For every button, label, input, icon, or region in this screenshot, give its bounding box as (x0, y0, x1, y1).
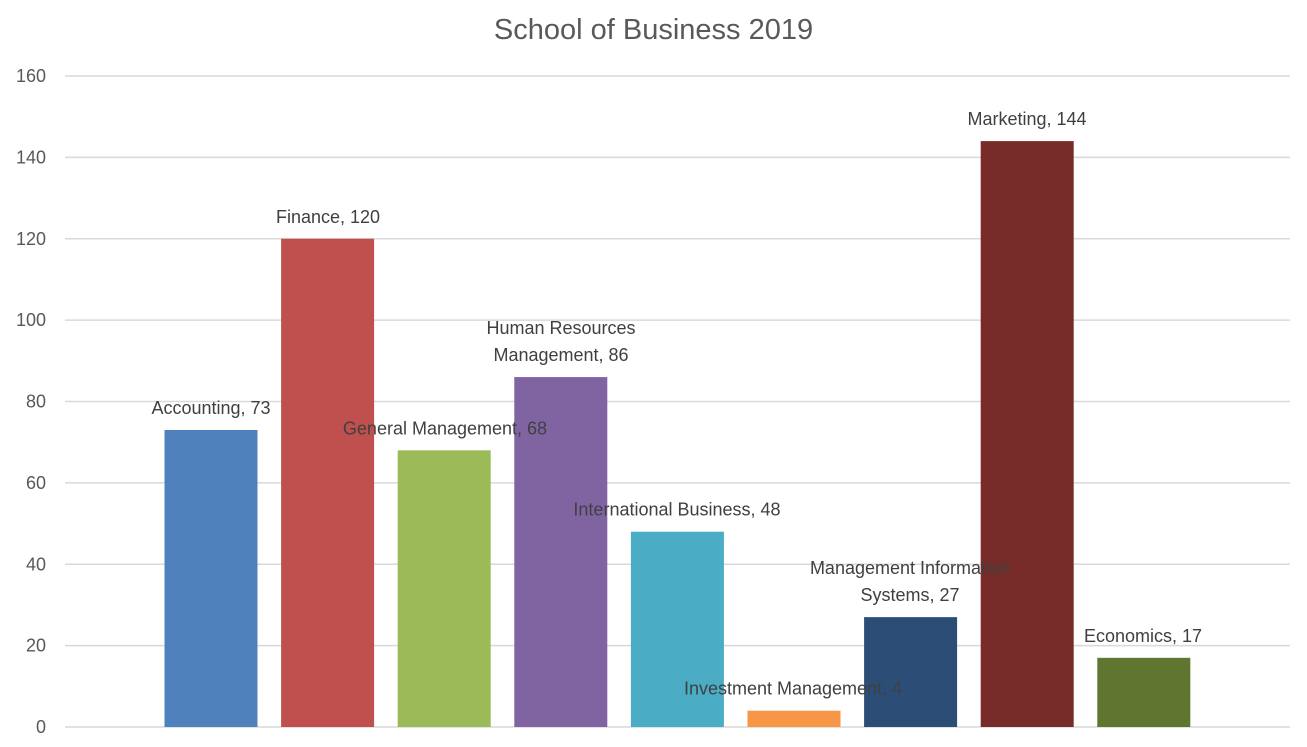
bars (164, 141, 1191, 728)
bar-investment-management (747, 710, 841, 727)
y-tick-label: 120 (16, 229, 46, 249)
data-label: Economics, 17 (1084, 626, 1202, 646)
data-label: General Management, 68 (343, 418, 547, 438)
data-label: Human Resources Management, 86 (486, 318, 635, 365)
data-label: Finance, 120 (276, 207, 380, 227)
data-label: International Business, 48 (573, 500, 780, 520)
y-tick-label: 160 (16, 66, 46, 86)
bar-general-management (397, 450, 491, 727)
y-tick-label: 0 (36, 717, 46, 737)
data-label: Management Information Systems, 27 (810, 558, 1010, 605)
y-tick-label: 60 (26, 473, 46, 493)
y-axis-ticks: 0 20 40 60 80 100 120 140 160 (16, 66, 46, 737)
y-tick-label: 100 (16, 310, 46, 330)
bar-accounting (164, 429, 258, 727)
bar-marketing (980, 141, 1074, 728)
bar-economics (1097, 657, 1191, 727)
chart-title: School of Business 2019 (493, 14, 814, 46)
y-tick-label: 140 (16, 147, 46, 167)
bar-finance (281, 238, 375, 727)
data-label: Marketing, 144 (967, 109, 1086, 129)
y-tick-label: 40 (26, 554, 46, 574)
data-label: Investment Management, 4 (684, 679, 902, 699)
data-labels: Accounting, 73 Finance, 120 General Manage… (151, 109, 1202, 699)
bar-international-business (630, 531, 724, 727)
bar-human-resources-management (514, 377, 608, 727)
y-tick-label: 80 (26, 392, 46, 412)
data-label: Accounting, 73 (151, 398, 270, 418)
y-tick-label: 20 (26, 636, 46, 656)
bar-management-information-systems (864, 617, 958, 727)
